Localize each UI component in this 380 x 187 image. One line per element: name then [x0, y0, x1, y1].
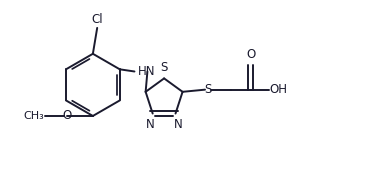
- Text: HN: HN: [138, 65, 155, 78]
- Text: CH₃: CH₃: [23, 111, 44, 121]
- Text: OH: OH: [270, 83, 288, 96]
- Text: Cl: Cl: [91, 13, 103, 26]
- Text: N: N: [146, 118, 154, 131]
- Text: O: O: [62, 109, 71, 122]
- Text: N: N: [174, 118, 182, 131]
- Text: S: S: [204, 83, 211, 96]
- Text: O: O: [246, 48, 255, 61]
- Text: S: S: [160, 61, 168, 74]
